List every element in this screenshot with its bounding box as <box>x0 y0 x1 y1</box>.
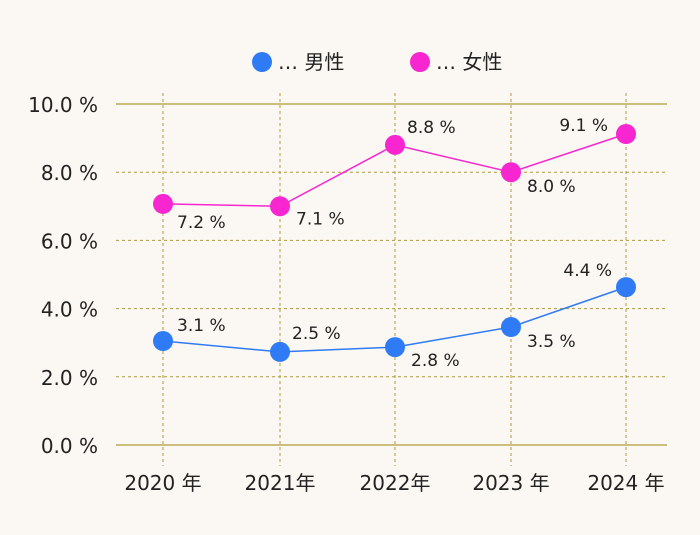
y-tick-label: 2.0 % <box>41 366 98 390</box>
data-label: 3.1 % <box>177 316 226 336</box>
data-label: 4.4 % <box>563 261 612 281</box>
series: 3.1 % 2.5 % 2.8 % 3.5 % 4.4 % 7.2 % 7.1 % 8.8 %… <box>153 116 636 371</box>
x-tick-label: 2021年 <box>245 471 316 495</box>
data-point <box>616 277 636 298</box>
data-label: 8.0 % <box>527 177 576 197</box>
legend-label: … 女性 <box>436 50 502 74</box>
data-label: 8.8 % <box>407 118 456 138</box>
data-point <box>270 196 290 217</box>
x-tick-label: 2022年 <box>360 471 431 495</box>
data-label: 3.5 % <box>527 332 576 352</box>
legend: … 男性 … 女性 <box>252 50 502 74</box>
x-tick-label: 2024 年 <box>587 471 664 495</box>
data-label: 2.8 % <box>411 351 460 371</box>
x-tick-label: 2020 年 <box>124 471 201 495</box>
y-tick-label: 6.0 % <box>41 229 98 253</box>
data-point <box>153 330 173 351</box>
y-tick-label: 4.0 % <box>41 298 98 322</box>
data-label: 2.5 % <box>292 324 341 344</box>
data-point <box>501 317 521 338</box>
data-point <box>385 337 405 358</box>
data-label: 7.2 % <box>177 213 226 233</box>
data-point <box>270 341 290 362</box>
y-tick-label: 0.0 % <box>41 434 98 458</box>
y-tick-label: 10.0 % <box>28 93 98 117</box>
data-point <box>153 193 173 214</box>
legend-label: … 男性 <box>278 50 344 74</box>
legend-marker <box>410 52 430 72</box>
data-point <box>501 162 521 183</box>
y-tick-label: 8.0 % <box>41 161 98 185</box>
data-label: 9.1 % <box>559 116 608 136</box>
data-point <box>616 124 636 145</box>
data-point <box>385 134 405 155</box>
axes: 0.0 % 2.0 % 4.0 % 6.0 % 8.0 % 10.0 % 2020 年 202… <box>28 93 665 495</box>
grid <box>116 93 667 466</box>
legend-marker <box>252 52 272 72</box>
x-tick-label: 2023 年 <box>472 471 549 495</box>
data-label: 7.1 % <box>296 209 345 229</box>
